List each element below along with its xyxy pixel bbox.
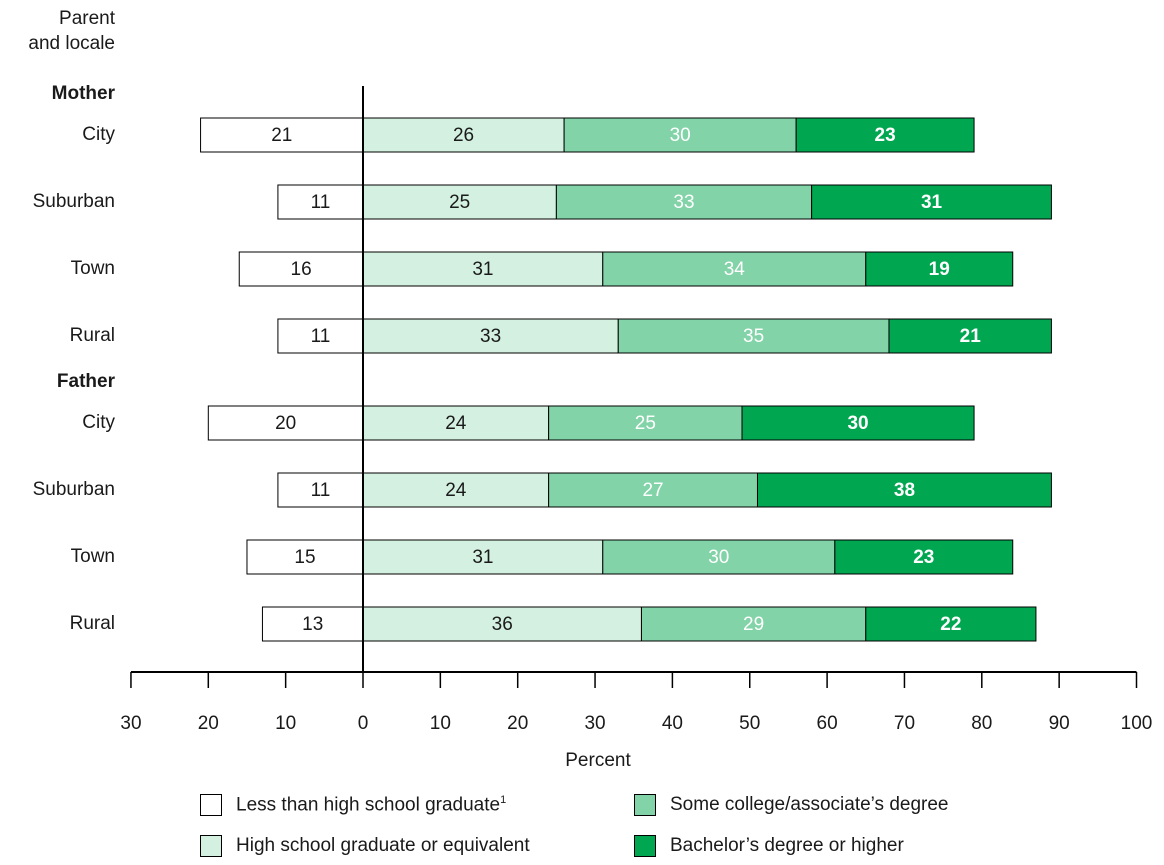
bar-label-mother-city-some-college: 30 (670, 125, 691, 146)
x-tick-label-0: 30 (120, 713, 141, 734)
group-label-mother: Mother (52, 83, 116, 104)
x-tick-label-6: 30 (584, 713, 605, 734)
group-label-father: Father (57, 371, 116, 392)
bar-mother-rural-bachelors (888, 318, 1052, 354)
x-tick-label-8: 50 (739, 713, 760, 734)
x-tick-label-7: 40 (662, 713, 683, 734)
bar-label-father-city-some-college: 25 (635, 413, 656, 434)
x-tick-label-13: 100 (1121, 713, 1153, 734)
bar-father-city-hs-grad (362, 405, 550, 441)
x-tick-label-9: 60 (817, 713, 838, 734)
bar-label-father-suburban-some-college: 27 (642, 480, 663, 501)
bar-label-father-suburban-hs-grad: 24 (445, 480, 467, 501)
bar-father-rural-less-than-hs (261, 606, 364, 642)
bar-label-father-rural-hs-grad: 36 (492, 614, 513, 635)
bar-father-suburban-bachelors (756, 472, 1052, 508)
bar-label-mother-rural-hs-grad: 33 (480, 326, 501, 347)
bar-mother-city-some-college (563, 117, 797, 153)
bar-mother-suburban-hs-grad (362, 184, 557, 220)
bar-label-father-rural-bachelors: 22 (940, 614, 961, 635)
bar-mother-rural-less-than-hs (277, 318, 364, 354)
row-label-mother-city: City (82, 124, 115, 145)
x-tick-label-11: 80 (971, 713, 992, 734)
bar-father-rural-bachelors (865, 606, 1037, 642)
y-axis-title-line2: and locale (28, 33, 115, 54)
bar-label-mother-town-hs-grad: 31 (472, 259, 493, 280)
bar-label-mother-suburban-hs-grad: 25 (449, 192, 470, 213)
bar-label-father-city-less-than-hs: 20 (275, 413, 296, 434)
x-axis-label: Percent (565, 750, 631, 771)
bar-label-mother-town-less-than-hs: 16 (291, 259, 312, 280)
y-axis-title-line1: Parent (59, 8, 115, 29)
bar-label-mother-town-some-college: 34 (724, 259, 746, 280)
bar-label-father-suburban-less-than-hs: 11 (311, 480, 331, 501)
bar-label-mother-city-hs-grad: 26 (453, 125, 474, 146)
x-tick-label-4: 10 (430, 713, 451, 734)
row-label-mother-rural: Rural (70, 325, 115, 346)
x-tick-label-3: 0 (358, 713, 369, 734)
bar-mother-town-some-college (602, 251, 867, 287)
bar-label-father-town-hs-grad: 31 (472, 547, 493, 568)
bar-mother-rural-hs-grad (362, 318, 619, 354)
bar-mother-city-bachelors (795, 117, 975, 153)
bar-father-town-bachelors (834, 539, 1014, 575)
bar-mother-town-bachelors (865, 251, 1014, 287)
bar-father-city-bachelors (741, 405, 975, 441)
bar-label-father-town-bachelors: 23 (913, 547, 934, 568)
bar-mother-rural-some-college (617, 318, 890, 354)
bar-label-mother-suburban-less-than-hs: 11 (311, 192, 331, 213)
row-label-father-town: Town (71, 546, 115, 567)
x-tick-label-10: 70 (894, 713, 915, 734)
y-axis-title: Parent and locale (0, 6, 115, 56)
bar-father-city-some-college (548, 405, 743, 441)
bar-father-city-less-than-hs (207, 405, 364, 441)
bar-label-father-rural-less-than-hs: 13 (302, 614, 323, 635)
x-tick-label-1: 20 (198, 713, 219, 734)
bar-label-father-town-some-college: 30 (708, 547, 729, 568)
row-label-mother-town: Town (71, 258, 115, 279)
bar-label-mother-rural-some-college: 35 (743, 326, 764, 347)
bar-label-mother-city-bachelors: 23 (875, 125, 896, 146)
bar-label-father-suburban-bachelors: 38 (894, 480, 915, 501)
row-label-mother-suburban: Suburban (33, 191, 115, 212)
bar-father-suburban-some-college (548, 472, 758, 508)
x-tick-label-12: 90 (1049, 713, 1070, 734)
bar-label-mother-rural-bachelors: 21 (960, 326, 982, 347)
bar-label-father-rural-some-college: 29 (743, 614, 764, 635)
bar-mother-suburban-some-college (555, 184, 813, 220)
bar-mother-city-less-than-hs (200, 117, 364, 153)
bar-label-mother-town-bachelors: 19 (929, 259, 950, 280)
bar-father-town-hs-grad (362, 539, 604, 575)
row-label-father-suburban: Suburban (33, 479, 115, 500)
bar-father-rural-some-college (640, 606, 867, 642)
bar-label-father-town-less-than-hs: 15 (294, 547, 315, 568)
bar-mother-suburban-less-than-hs (277, 184, 364, 220)
x-tick-label-2: 10 (275, 713, 296, 734)
bar-label-mother-suburban-bachelors: 31 (921, 192, 943, 213)
x-tick-label-5: 20 (507, 713, 528, 734)
bar-mother-suburban-bachelors (811, 184, 1052, 220)
bar-label-mother-city-less-than-hs: 21 (271, 125, 292, 146)
row-label-father-rural: Rural (70, 613, 115, 634)
bar-mother-town-less-than-hs (238, 251, 364, 287)
bar-label-father-city-hs-grad: 24 (445, 413, 467, 434)
bar-label-mother-rural-less-than-hs: 11 (311, 326, 331, 347)
bar-label-father-city-bachelors: 30 (847, 413, 868, 434)
bar-label-mother-suburban-some-college: 33 (673, 192, 694, 213)
row-label-father-city: City (82, 412, 115, 433)
bar-father-suburban-hs-grad (362, 472, 550, 508)
